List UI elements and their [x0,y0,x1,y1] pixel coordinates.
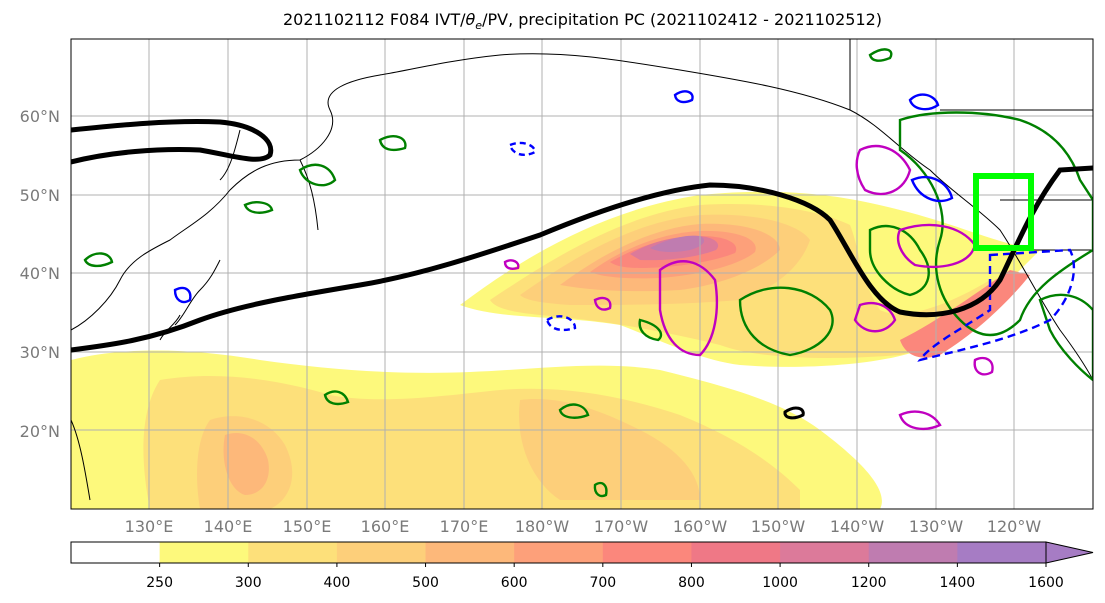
colorbar [70,541,1094,567]
colorbar-tick-label: 300 [234,575,262,591]
lon-label-160e: 160°E [360,517,410,536]
colorbar-frame [70,541,1046,564]
colorbar-tick-label: 250 [146,575,173,591]
colorbar-segment [957,542,1047,563]
colorbar-segment [780,542,870,563]
map-title: 2021102112 F084 IVT/θe/PV, precipitation… [282,10,883,33]
lat-label-60: 60°N [19,107,60,126]
colorbar-segment [868,542,958,563]
colorbar-segment [159,542,249,563]
lon-label-140e: 140°E [203,517,253,536]
colorbar-tick-label: 400 [323,575,351,591]
lon-label-160w: 160°W [672,517,728,536]
lat-label-40: 40°N [19,264,60,283]
colorbar-segment [602,542,692,563]
colorbar-tick-label: 600 [500,575,528,591]
colorbar-segment [514,542,604,563]
ivt-coast [900,270,1030,358]
colorbar-tick-label: 1200 [850,575,887,591]
region-box [973,173,1034,251]
ivt-subtropic-500 [223,432,269,495]
colorbar-segment [691,542,781,563]
colorbar-tick-label: 1400 [939,575,976,591]
lon-label-130e: 130°E [124,517,174,536]
lon-label-120w: 120°W [986,517,1042,536]
contours [83,48,1093,498]
lat-label-30: 30°N [19,343,60,362]
ivt-1400 [650,235,705,253]
lat-label-50: 50°N [19,186,60,205]
colorbar-segment [71,542,161,563]
coastlines [71,39,1093,501]
colorbar-segment [248,542,338,563]
gridlines [71,39,1093,509]
colorbar-segment [336,542,427,563]
colorbar-segment [425,542,515,563]
ivt-subtropic-400b [519,399,700,500]
lon-label-170w: 170°W [593,517,649,536]
colorbar-tick-label: 700 [589,575,617,591]
colorbar-tick-label: 1000 [762,575,798,591]
colorbar-extend-arrow [1045,541,1094,564]
ivt-shading [71,191,1040,509]
lat-label-20: 20°N [19,422,60,441]
map-frame [70,38,1094,510]
colorbar-tick-label: 1600 [1028,575,1064,591]
jet-contour-north [71,119,274,165]
lon-label-180w: 180°W [514,517,570,536]
lon-label-130w: 130°W [908,517,964,536]
lon-label-150e: 150°E [282,517,332,536]
lon-label-170e: 170°E [439,517,489,536]
colorbar-tick-label: 500 [412,575,439,591]
colorbar-tick-label: 800 [678,575,705,591]
lon-label-140w: 140°W [829,517,885,536]
lon-label-150w: 150°W [750,517,806,536]
jet-contour-main [71,165,1093,353]
